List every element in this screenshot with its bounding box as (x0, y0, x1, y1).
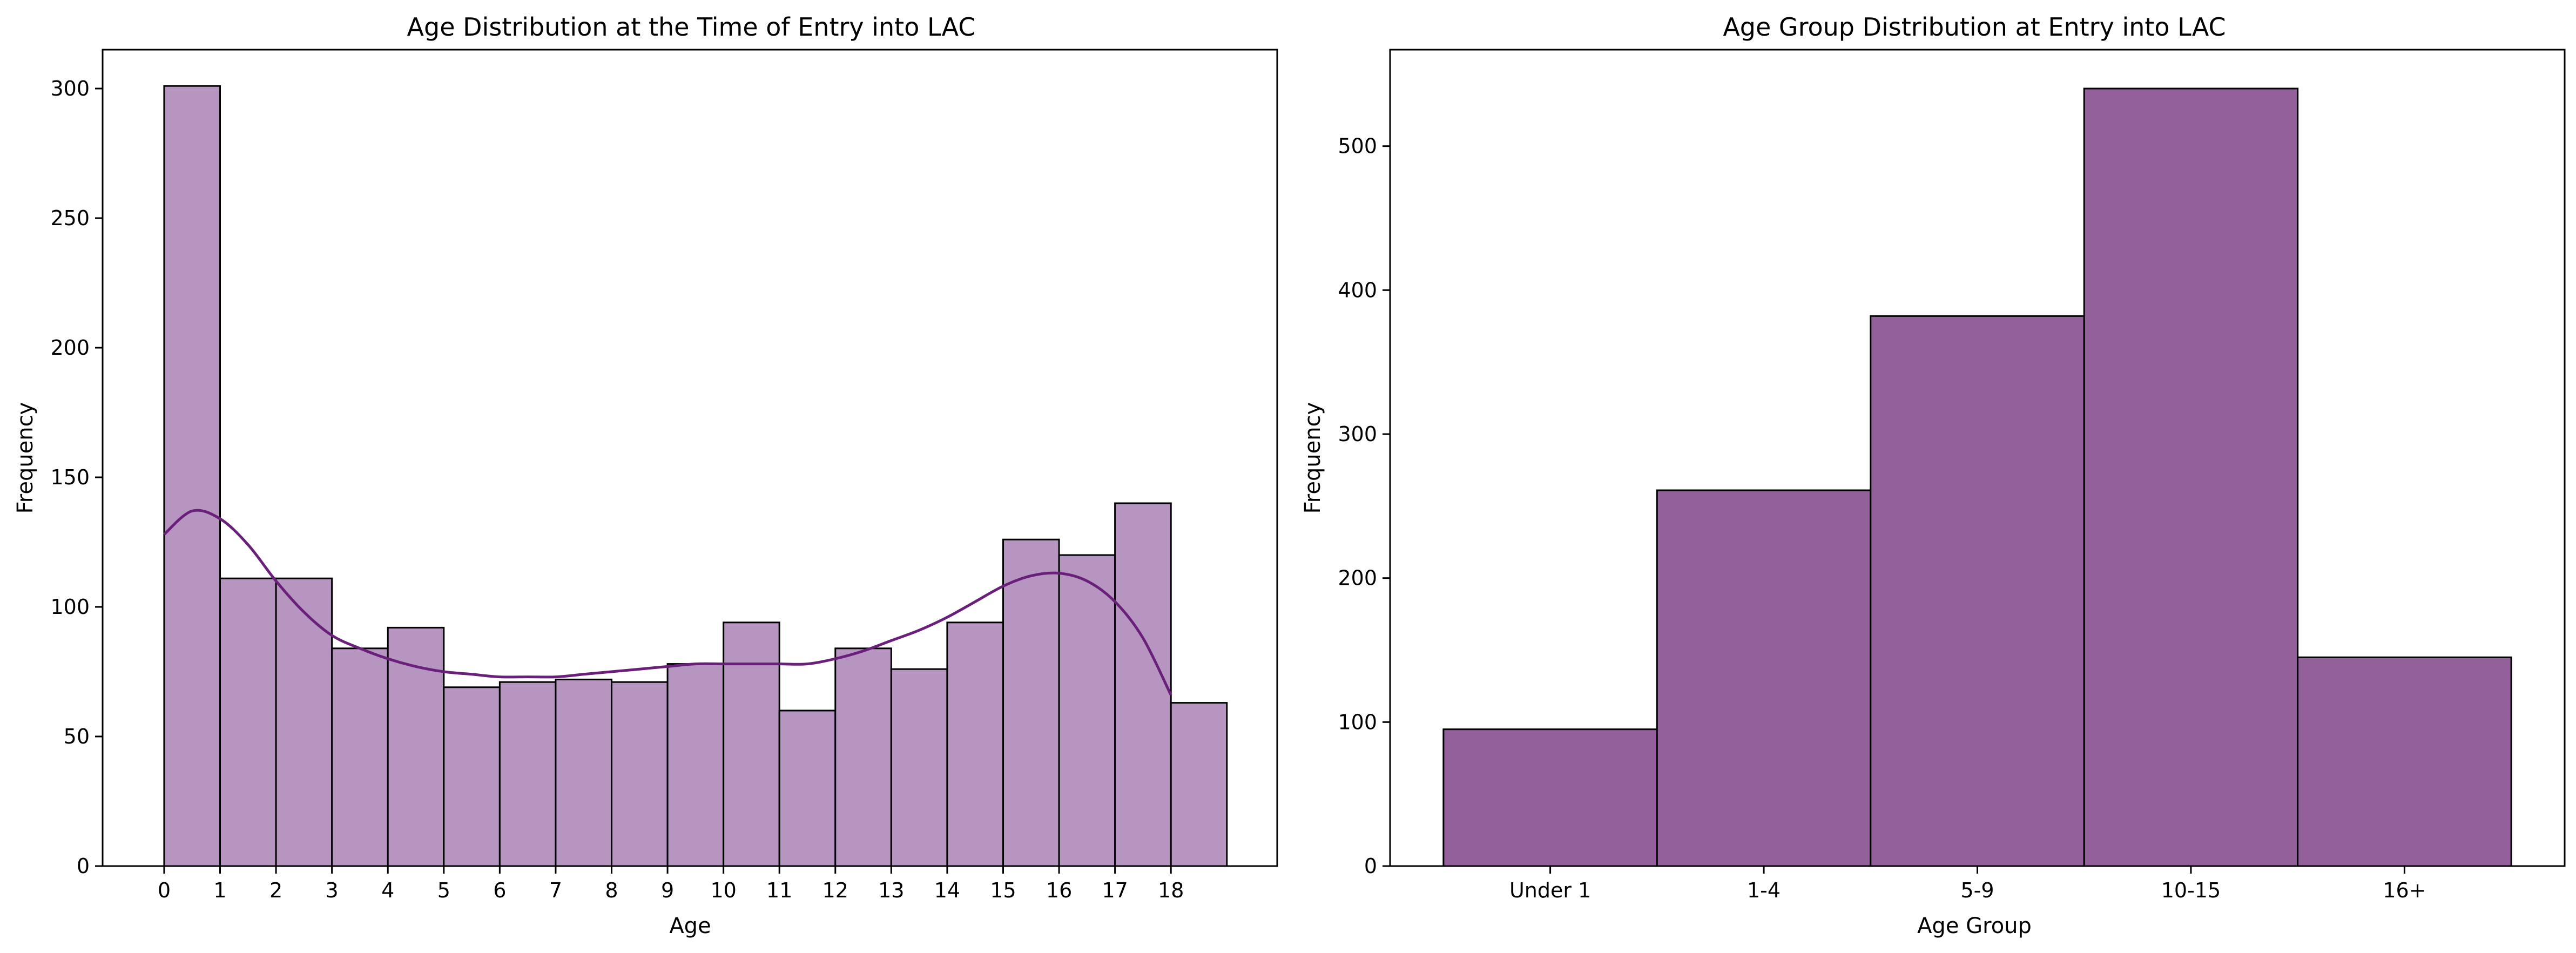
x-tick-label: 1-4 (1747, 878, 1781, 902)
kde-line (163, 509, 1172, 696)
y-tick-label: 0 (1364, 854, 1377, 878)
y-tick-label: 300 (50, 77, 90, 100)
bars-group (163, 85, 1228, 867)
x-tick-label: 2 (269, 878, 282, 902)
histogram-bar (498, 681, 557, 867)
histogram-bar (1114, 502, 1172, 867)
x-tick-label: 4 (381, 878, 394, 902)
histogram-bar (1002, 538, 1060, 867)
x-axis-ticks: 0 1 2 3 4 5 6 7 8 9 10 11 12 13 14 15 16 17 18 (158, 866, 1184, 902)
x-tick-label: 8 (605, 878, 618, 902)
y-tick-label: 500 (1338, 134, 1377, 158)
y-tick-label: 50 (64, 725, 90, 748)
x-tick-label: 5 (437, 878, 450, 902)
x-tick-label: 1 (213, 878, 226, 902)
age-group-histogram-chart: Age Group Distribution at Entry into LAC… (1300, 12, 2566, 938)
kde-group (163, 509, 1172, 696)
y-tick-label: 200 (50, 336, 90, 360)
histogram-bar (1870, 315, 2085, 867)
histogram-bar (219, 577, 277, 867)
histogram-bar (723, 621, 780, 867)
x-tick-label: 15 (990, 878, 1016, 902)
x-tick-label: 18 (1158, 878, 1184, 902)
y-tick-label: 300 (1338, 422, 1377, 446)
histogram-bar (2083, 87, 2299, 867)
histogram-bar (1170, 702, 1228, 867)
chart-title: Age Distribution at the Time of Entry in… (407, 12, 976, 42)
x-axis-label: Age Group (1917, 914, 2032, 938)
x-tick-label: 3 (326, 878, 339, 902)
histogram-bar (834, 647, 892, 867)
histogram-bar (1656, 489, 1872, 867)
x-tick-label: 16 (1046, 878, 1072, 902)
plot-frame (102, 49, 1278, 867)
chart-title: Age Group Distribution at Entry into LAC (1723, 12, 2226, 42)
histogram-bar (666, 663, 725, 867)
histogram-bar (1058, 554, 1116, 867)
x-tick-label: 14 (934, 878, 960, 902)
histogram-bar (778, 709, 837, 867)
histogram-bar (275, 577, 333, 867)
histogram-bar (1442, 728, 1658, 867)
histogram-bar (555, 678, 613, 867)
histogram-bar (163, 85, 221, 867)
y-axis-label: Frequency (13, 402, 38, 514)
y-axis-ticks: 0 50 100 150 200 250 300 (50, 77, 103, 878)
histogram-bar (331, 647, 389, 867)
histogram-bar (890, 668, 948, 867)
x-tick-label: 5-9 (1960, 878, 1994, 902)
y-tick-label: 200 (1338, 566, 1377, 590)
x-tick-label: 0 (158, 878, 171, 902)
histogram-bar (2297, 656, 2512, 867)
y-tick-label: 400 (1338, 278, 1377, 302)
x-tick-label: 9 (661, 878, 674, 902)
age-histogram-chart: Age Distribution at the Time of Entry in… (13, 12, 1278, 938)
x-axis-label: Age (669, 914, 711, 938)
bars-group (1442, 87, 2512, 867)
x-tick-label: 16+ (2383, 878, 2426, 902)
y-tick-label: 150 (50, 465, 90, 489)
x-tick-label: 10-15 (2161, 878, 2221, 902)
histogram-bar (443, 686, 501, 867)
x-axis-ticks: Under 1 1-4 5-9 10-15 16+ (1509, 866, 2426, 902)
x-tick-label: 10 (710, 878, 736, 902)
x-tick-label: Under 1 (1509, 878, 1591, 902)
y-tick-label: 250 (50, 206, 90, 230)
x-tick-label: 12 (822, 878, 848, 902)
x-tick-label: 11 (766, 878, 792, 902)
x-tick-label: 17 (1102, 878, 1128, 902)
histogram-bar (387, 626, 445, 867)
y-tick-label: 100 (50, 595, 90, 619)
y-axis-ticks: 0 100 200 300 400 500 (1338, 134, 1390, 878)
x-tick-label: 6 (493, 878, 506, 902)
x-tick-label: 7 (549, 878, 562, 902)
histogram-bar (946, 621, 1004, 867)
histogram-bar (611, 681, 669, 867)
y-tick-label: 100 (1338, 710, 1377, 734)
x-tick-label: 13 (878, 878, 904, 902)
y-axis-label: Frequency (1300, 402, 1325, 514)
y-tick-label: 0 (77, 854, 90, 878)
